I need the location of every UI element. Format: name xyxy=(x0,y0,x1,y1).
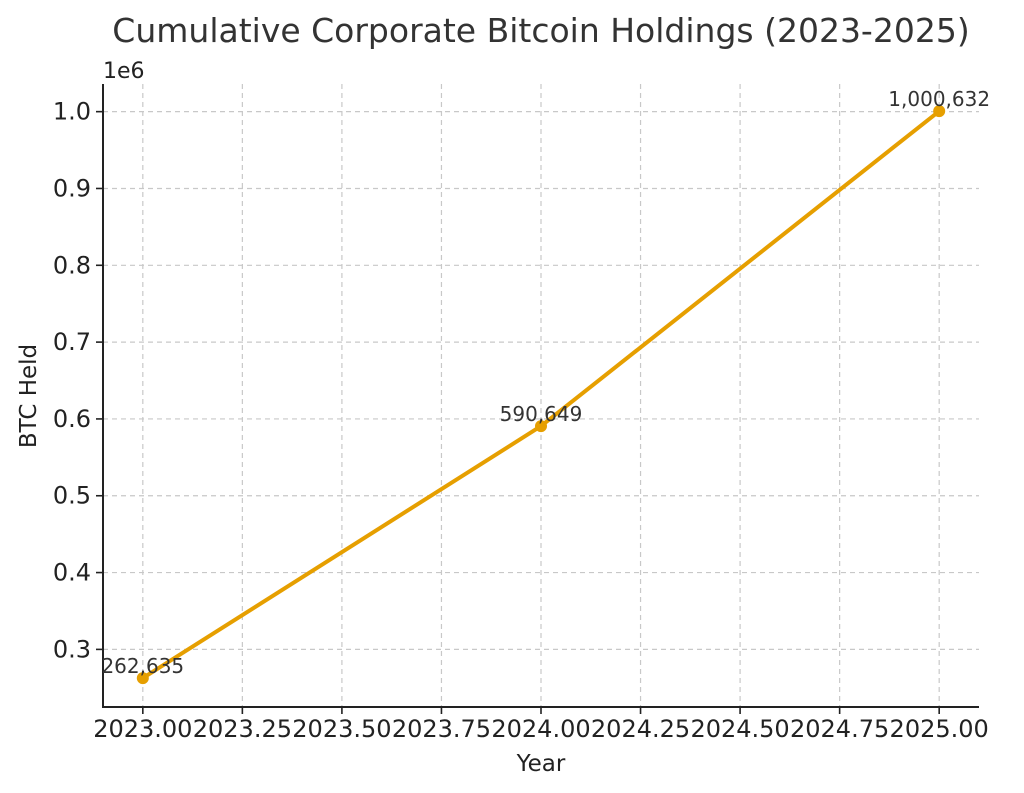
series-line xyxy=(136,105,946,685)
data-point xyxy=(136,672,149,685)
x-tick-label: 2024.00 xyxy=(491,715,590,743)
x-tick-label: 2024.50 xyxy=(690,715,789,743)
x-tick-label: 2024.75 xyxy=(790,715,889,743)
data-labels: 262,635 590,649 1,000,632 xyxy=(101,87,990,678)
y-tick-label: 0.4 xyxy=(53,559,91,587)
x-tick-label: 2023.50 xyxy=(292,715,391,743)
y-tick-label: 0.6 xyxy=(53,405,91,433)
x-tick-label: 2025.00 xyxy=(890,715,989,743)
data-label: 1,000,632 xyxy=(888,87,990,111)
data-label: 590,649 xyxy=(500,402,583,426)
y-axis-label: BTC Held xyxy=(16,344,42,448)
y-tick-label: 1.0 xyxy=(53,98,91,126)
x-tick-label: 2024.25 xyxy=(591,715,690,743)
y-tick-label: 0.9 xyxy=(53,174,91,202)
y-tick-label: 0.8 xyxy=(53,251,91,279)
data-label: 262,635 xyxy=(101,654,184,678)
y-axis-offset-label: 1e6 xyxy=(103,59,145,84)
x-tick-label: 2023.25 xyxy=(193,715,292,743)
y-tick-label: 0.5 xyxy=(53,482,91,510)
x-axis-label: Year xyxy=(516,751,566,777)
axis-spines xyxy=(102,84,979,708)
data-point xyxy=(933,105,946,118)
axes: 2023.00 2023.25 2023.50 2023.75 2024.00 2024.… xyxy=(53,84,989,743)
grid xyxy=(103,84,979,707)
x-tick-label: 2023.00 xyxy=(93,715,192,743)
x-tick-label: 2023.75 xyxy=(392,715,491,743)
data-point xyxy=(535,420,547,433)
y-tick-label: 0.7 xyxy=(53,328,91,356)
chart-title: Cumulative Corporate Bitcoin Holdings (2… xyxy=(112,11,969,50)
y-tick-label: 0.3 xyxy=(53,635,91,663)
